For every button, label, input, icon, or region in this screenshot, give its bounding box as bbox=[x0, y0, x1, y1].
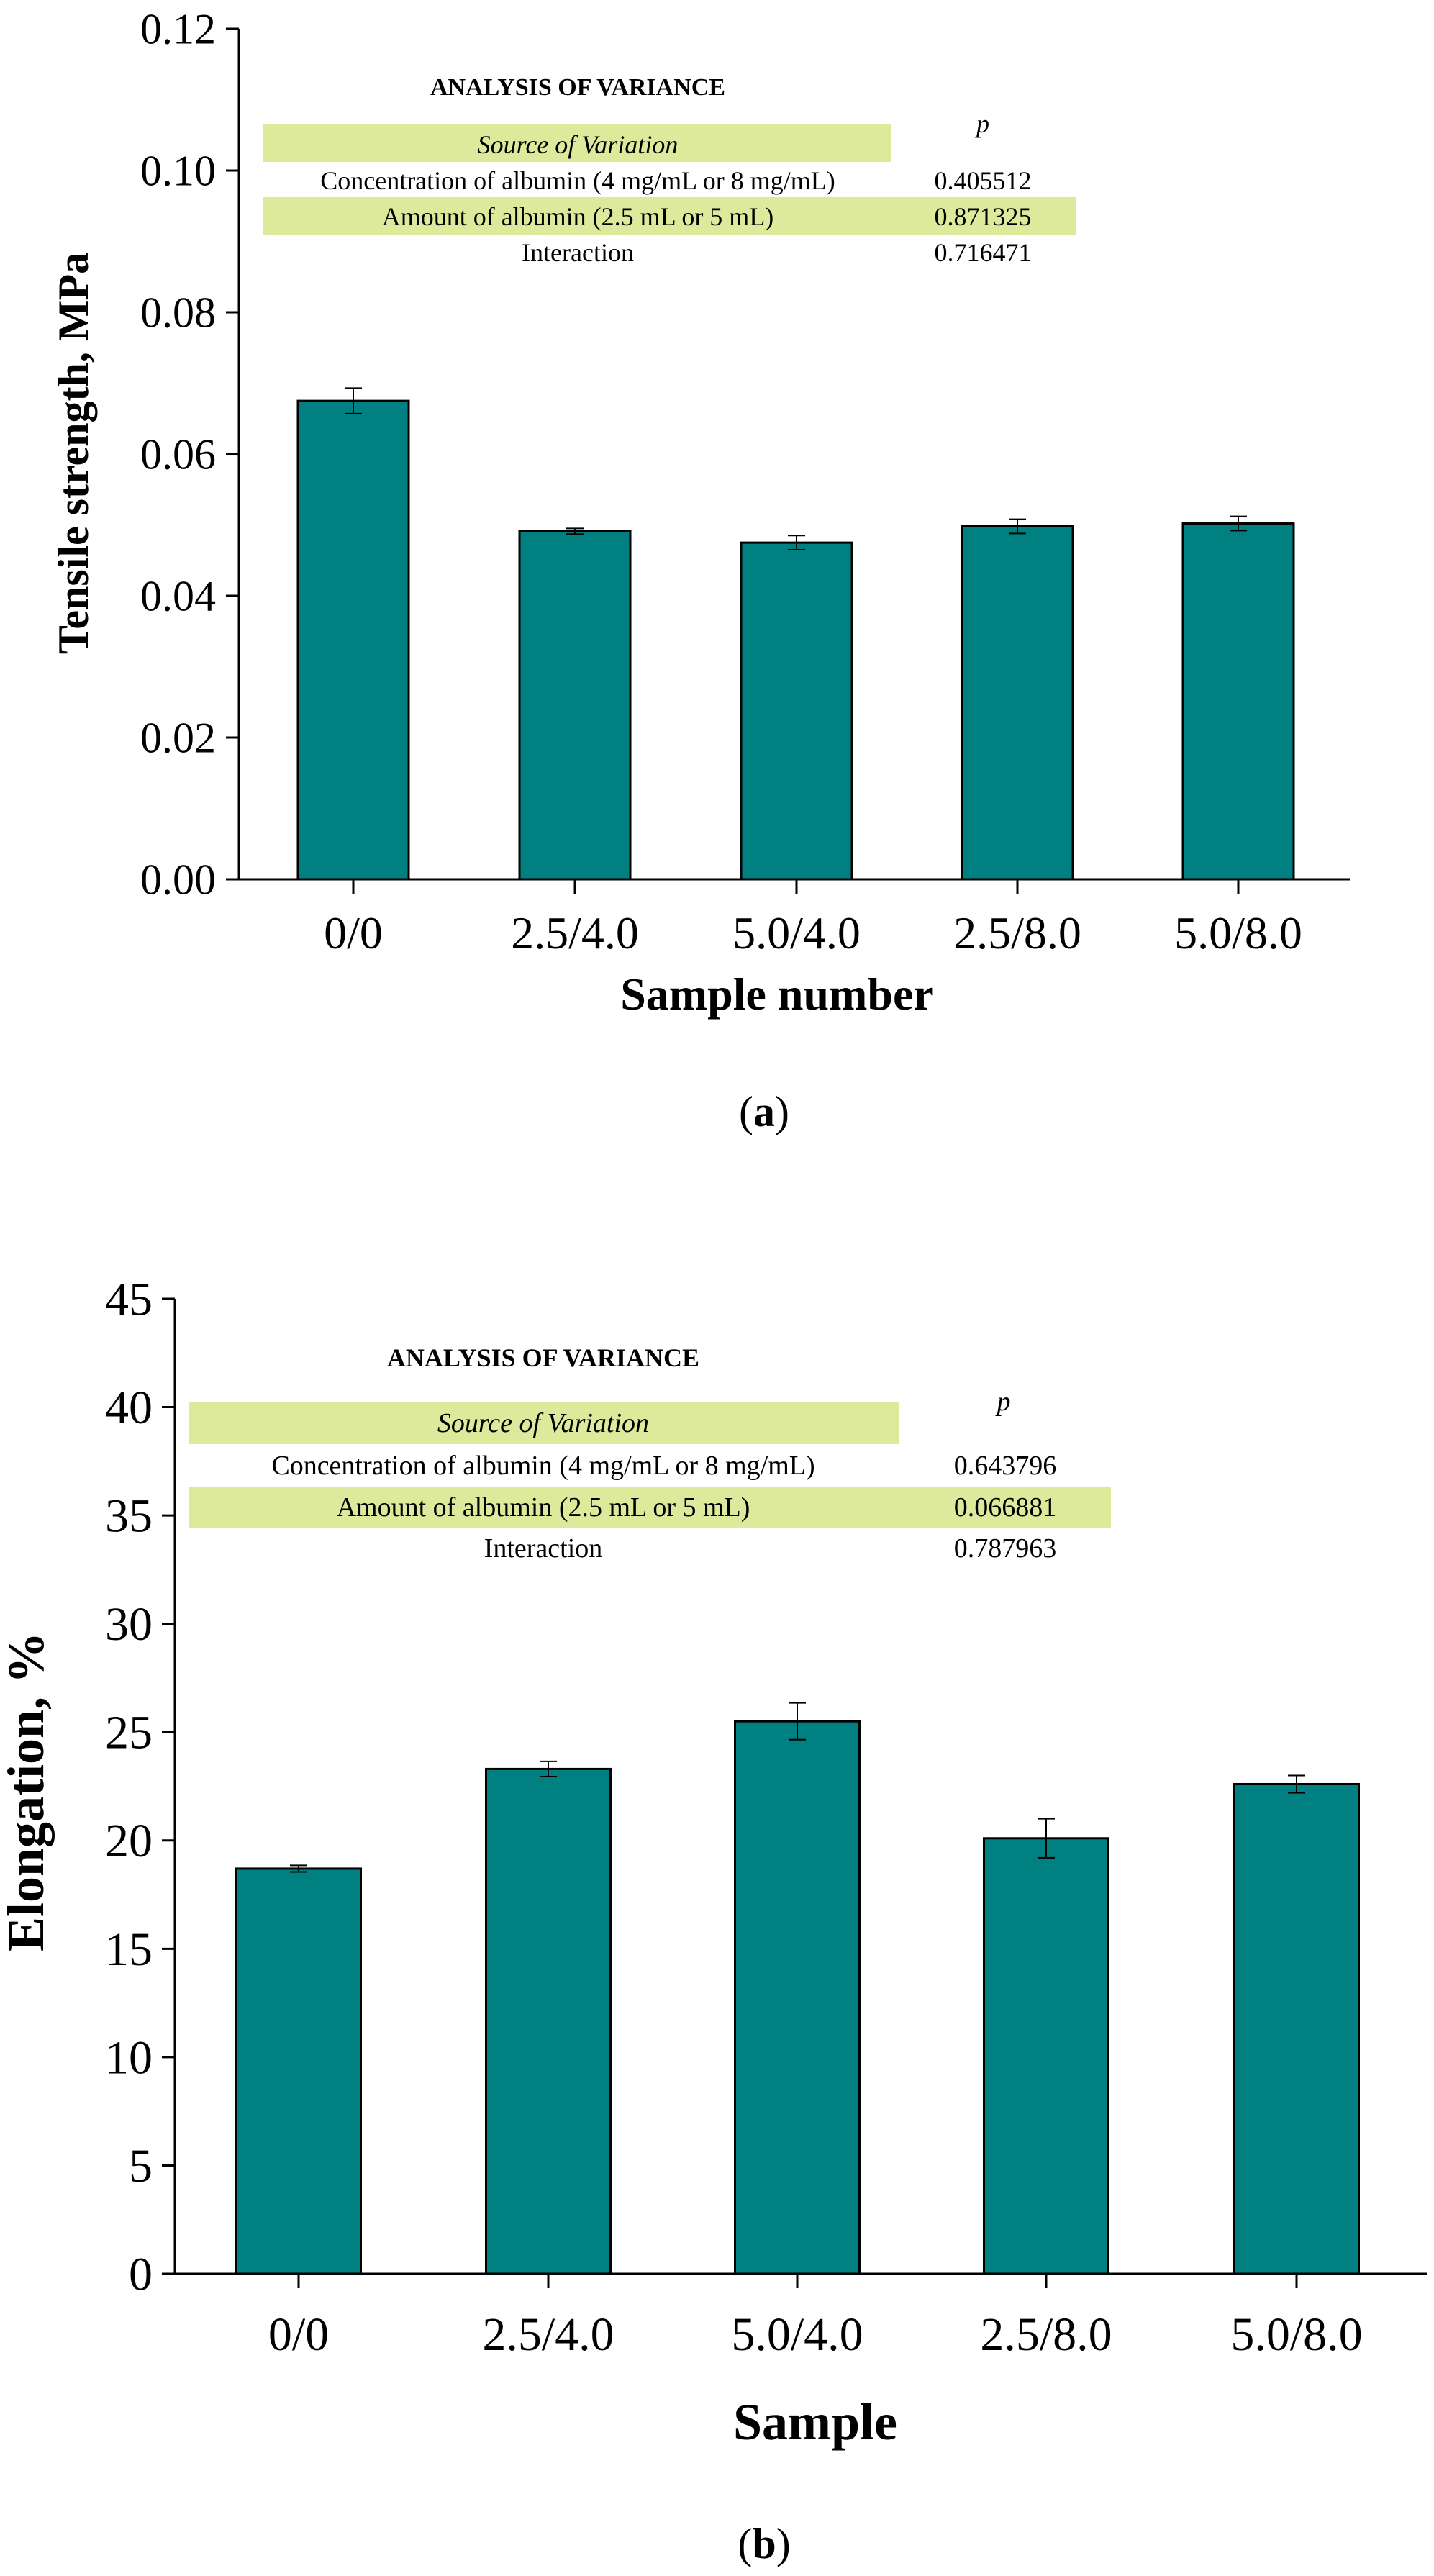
y-tick-label: 0.10 bbox=[140, 147, 216, 194]
anova-row-p: 0.066881 bbox=[954, 1492, 1057, 1523]
x-tick-label: 5.0/4.0 bbox=[731, 2308, 863, 2361]
y-tick-label: 0.08 bbox=[140, 289, 216, 336]
y-tick-label: 25 bbox=[105, 1707, 153, 1759]
anova-row-p: 0.787963 bbox=[954, 1533, 1057, 1564]
y-tick-label: 40 bbox=[105, 1382, 153, 1434]
chart-panel-a: 0.00 0.02 0.04 0.06 0.08 0.10 0.12 0/0 2.5/4.0 5… bbox=[50, 5, 1350, 1135]
x-tick-label: 0/0 bbox=[324, 907, 383, 958]
error-bar bbox=[345, 387, 362, 414]
y-tick-label: 0.02 bbox=[140, 714, 216, 761]
error-bar bbox=[290, 1864, 307, 1873]
error-bar bbox=[788, 535, 805, 550]
anova-row-p: 0.716471 bbox=[935, 238, 1032, 267]
bar bbox=[518, 530, 632, 881]
y-tick-label: 15 bbox=[105, 1923, 153, 1976]
anova-row-p: 0.643796 bbox=[954, 1451, 1057, 1481]
anova-title: ANALYSIS OF VARIANCE bbox=[387, 1343, 699, 1372]
error-bar bbox=[789, 1702, 806, 1741]
bar bbox=[485, 1767, 612, 2275]
error-bar bbox=[1009, 518, 1026, 535]
x-axis-label: Sample number bbox=[620, 969, 934, 1020]
anova-header-source: Source of Variation bbox=[478, 130, 679, 159]
x-tick-label: 5.0/4.0 bbox=[732, 907, 861, 958]
anova-highlight bbox=[189, 1402, 899, 1444]
bar bbox=[961, 525, 1074, 881]
y-tick-label: 30 bbox=[105, 1598, 153, 1651]
anova-row-p: 0.405512 bbox=[935, 166, 1032, 195]
x-axis-label: Sample bbox=[733, 2393, 897, 2451]
anova-row-source: Amount of albumin (2.5 mL or 5 mL) bbox=[337, 1492, 750, 1523]
anova-row-source: Amount of albumin (2.5 mL or 5 mL) bbox=[382, 202, 774, 231]
y-tick-label: 0 bbox=[129, 2248, 153, 2300]
anova-highlight bbox=[263, 124, 891, 162]
anova-header-source: Source of Variation bbox=[437, 1408, 649, 1438]
error-bar bbox=[1288, 1774, 1305, 1794]
y-tick-label: 5 bbox=[129, 2140, 153, 2192]
y-axis-label: Elongation, % bbox=[0, 1632, 55, 1951]
bar bbox=[983, 1837, 1109, 2275]
y-tick-label: 20 bbox=[105, 1815, 153, 1867]
anova-row-source: Interaction bbox=[522, 238, 634, 267]
y-tick-label: 10 bbox=[105, 2031, 153, 2084]
anova-row-source: Concentration of albumin (4 mg/mL or 8 m… bbox=[320, 166, 835, 195]
panel-label: (b) bbox=[738, 2520, 790, 2567]
x-tick-label: 5.0/8.0 bbox=[1230, 2308, 1362, 2361]
y-tick-label: 0.00 bbox=[140, 856, 216, 903]
y-tick-label: 0.12 bbox=[140, 5, 216, 53]
anova-row-source: Interaction bbox=[484, 1533, 603, 1564]
x-tick-label: 5.0/8.0 bbox=[1174, 907, 1302, 958]
anova-row-p: 0.871325 bbox=[935, 202, 1032, 231]
x-tick-label: 0/0 bbox=[268, 2308, 329, 2361]
bar bbox=[296, 399, 410, 881]
x-tick-label: 2.5/4.0 bbox=[482, 2308, 614, 2361]
y-axis-label: Tensile strength, MPa bbox=[50, 253, 97, 654]
x-tick-label: 2.5/4.0 bbox=[511, 907, 639, 958]
x-tick-label: 2.5/8.0 bbox=[980, 2308, 1112, 2361]
chart-panel-b: 0 5 10 15 20 25 30 35 40 45 0/0 2.5/4.0 5.0/4.0 2.5/… bbox=[0, 1273, 1427, 2567]
y-tick-label: 35 bbox=[105, 1490, 153, 1543]
y-tick-label: 45 bbox=[105, 1273, 153, 1325]
anova-header-p: p bbox=[974, 109, 989, 138]
anova-row-source: Concentration of albumin (4 mg/mL or 8 m… bbox=[271, 1451, 814, 1481]
bar bbox=[1181, 522, 1295, 881]
x-tick-label: 2.5/8.0 bbox=[953, 907, 1081, 958]
bar bbox=[740, 541, 853, 881]
anova-highlight bbox=[189, 1487, 1111, 1528]
error-bar bbox=[1038, 1818, 1055, 1859]
panel-label: (a) bbox=[739, 1088, 789, 1135]
anova-title: ANALYSIS OF VARIANCE bbox=[430, 74, 725, 101]
error-bar bbox=[540, 1760, 557, 1777]
bar bbox=[734, 1720, 861, 2275]
error-bar bbox=[566, 527, 584, 535]
anova-highlight bbox=[263, 197, 1076, 235]
anova-header-p: p bbox=[995, 1387, 1011, 1417]
bar bbox=[235, 1867, 362, 2275]
bar bbox=[1233, 1782, 1360, 2275]
y-tick-label: 0.06 bbox=[140, 430, 216, 478]
error-bar bbox=[1230, 515, 1247, 532]
y-tick-label: 0.04 bbox=[140, 572, 216, 620]
